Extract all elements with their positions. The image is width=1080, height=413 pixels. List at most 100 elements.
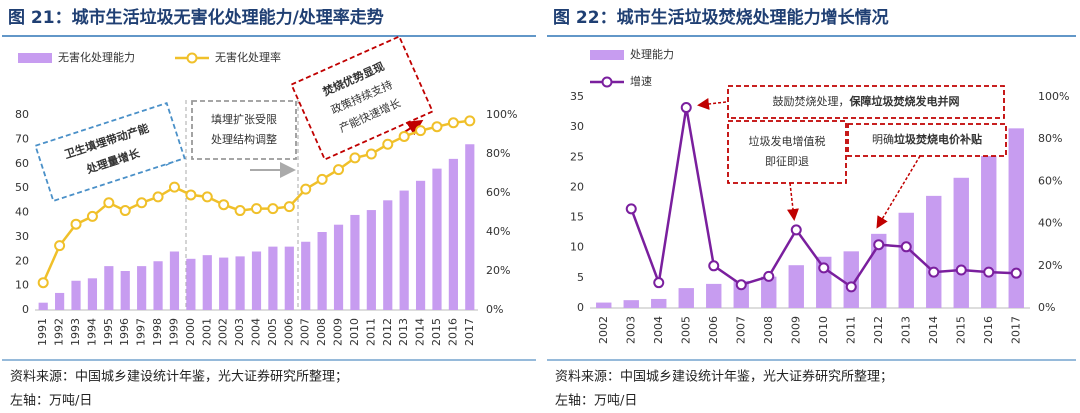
x-tick-label: 1995 <box>102 318 115 346</box>
bar <box>104 266 114 310</box>
bar <box>169 251 180 310</box>
point <box>168 181 180 193</box>
annotation-box <box>290 35 434 161</box>
point <box>316 173 328 185</box>
point <box>333 164 345 176</box>
point <box>653 277 665 289</box>
y2-tick-label: 40% <box>1038 217 1062 230</box>
y2-tick-label: 60% <box>1038 174 1062 187</box>
legend-swatch <box>186 52 198 64</box>
annotation: 鼓励焚烧处理，保障垃圾焚烧发电并网 <box>727 85 1005 119</box>
chart-title: 图 22：城市生活垃圾焚烧处理能力增长情况 <box>553 7 889 28</box>
x-tick-label: 2016 <box>446 318 459 346</box>
point <box>983 266 995 278</box>
x-tick-label: 1993 <box>69 318 82 346</box>
x-tick-label: 2002 <box>217 318 230 346</box>
point <box>37 277 49 289</box>
bar <box>448 158 458 310</box>
x-tick-label: 1998 <box>151 318 164 346</box>
x-tick-label: 2009 <box>332 318 345 346</box>
bar <box>38 302 48 310</box>
bar <box>678 288 694 308</box>
y2-tick-label: 0% <box>1038 301 1055 314</box>
point <box>267 203 279 215</box>
y-tick-label: 40 <box>15 206 29 219</box>
bar <box>706 283 722 308</box>
x-tick-label: 2013 <box>397 318 410 346</box>
point <box>185 189 197 201</box>
point <box>365 148 377 160</box>
y-tick-label: 15 <box>570 211 584 224</box>
note: 左轴：万吨/日 <box>555 394 637 409</box>
point <box>136 197 148 209</box>
y-tick-label: 70 <box>15 132 29 145</box>
point <box>119 205 131 217</box>
point <box>152 191 164 203</box>
bar <box>284 246 294 310</box>
bar <box>350 214 360 310</box>
legend-label: 无害化处理率 <box>215 50 281 64</box>
x-tick-label: 2017 <box>1009 316 1022 344</box>
y-tick-label: 0 <box>577 301 584 314</box>
x-tick-label: 2011 <box>844 316 857 344</box>
legend-label: 增速 <box>630 74 652 88</box>
point <box>251 203 262 215</box>
x-tick-label: 2010 <box>817 316 830 344</box>
legend-label: 无害化处理能力 <box>58 50 135 64</box>
x-tick-label: 1997 <box>135 318 148 346</box>
point <box>54 240 66 252</box>
point <box>283 201 295 213</box>
bar <box>202 255 212 310</box>
point <box>300 183 312 195</box>
legend-swatch <box>601 76 613 88</box>
point <box>900 241 912 253</box>
x-tick-label: 2017 <box>463 318 476 346</box>
y2-tick-label: 0% <box>486 303 503 316</box>
point <box>708 260 720 272</box>
y2-tick-label: 40% <box>486 225 510 238</box>
x-tick-label: 2008 <box>762 316 775 344</box>
y-tick-label: 50 <box>15 181 29 194</box>
bar <box>235 256 245 310</box>
y-tick-label: 10 <box>15 279 29 292</box>
legend-swatch <box>590 50 624 60</box>
x-tick-label: 1996 <box>118 318 131 346</box>
y2-tick-label: 80% <box>486 147 510 160</box>
bar <box>120 271 130 310</box>
point <box>955 264 967 276</box>
y-tick-label: 10 <box>570 241 584 254</box>
x-tick-label: 2000 <box>184 318 197 346</box>
point <box>1010 267 1022 279</box>
x-tick-label: 2015 <box>954 316 967 344</box>
bar <box>251 251 262 310</box>
arrow <box>787 182 799 221</box>
point <box>625 203 637 215</box>
bar <box>87 278 98 310</box>
y-tick-label: 80 <box>15 108 29 121</box>
bar <box>137 266 147 310</box>
y-tick-label: 30 <box>570 120 584 133</box>
y-tick-label: 35 <box>570 90 584 103</box>
x-tick-label: 2007 <box>299 318 312 346</box>
y2-tick-label: 100% <box>486 108 517 121</box>
bar <box>596 302 612 308</box>
bar <box>71 280 81 310</box>
annotation: 明确垃圾焚烧电价补贴 <box>847 123 1007 157</box>
y-tick-label: 25 <box>570 150 584 163</box>
note: 资料来源：中国城乡建设统计年鉴，光大证券研究所整理； <box>10 369 348 385</box>
x-tick-label: 2011 <box>364 318 377 346</box>
y2-tick-label: 20% <box>486 264 510 277</box>
bar <box>186 258 196 310</box>
note: 左轴：万吨/日 <box>10 394 92 409</box>
point <box>382 138 394 150</box>
x-tick-label: 2012 <box>381 318 394 346</box>
x-tick-label: 2009 <box>789 316 802 344</box>
annotation-part: 明确 <box>872 133 894 146</box>
chart-title: 图 21：城市生活垃圾无害化处理能力/处理率走势 <box>8 7 384 28</box>
point <box>103 197 115 209</box>
x-tick-label: 1999 <box>167 318 180 346</box>
bar <box>219 257 229 310</box>
